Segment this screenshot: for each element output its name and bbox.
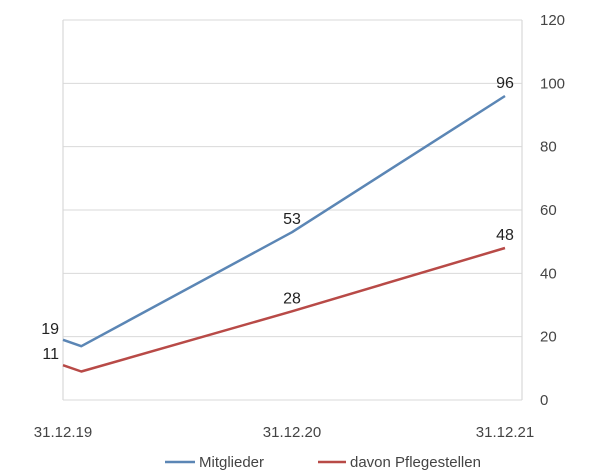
series-line-0: [62, 94, 506, 348]
data-label: 53: [283, 211, 301, 228]
data-label: 28: [283, 290, 301, 307]
series-line-1: [62, 246, 506, 373]
gridlines: [62, 19, 523, 401]
y-tick-label: 60: [540, 202, 557, 219]
x-tick-label: 31.12.19: [34, 424, 92, 441]
y-tick-label: 20: [540, 329, 557, 346]
legend: Mitglieder davon Pflegestellen: [165, 454, 481, 471]
y-tick-label: 40: [540, 265, 557, 282]
y-tick-label: 0: [540, 392, 548, 409]
data-label: 48: [496, 227, 514, 244]
data-label: 19: [41, 321, 59, 338]
data-label: 96: [496, 75, 514, 92]
y-tick-label: 100: [540, 75, 565, 92]
y-tick-label: 80: [540, 139, 557, 156]
data-labels: 19 53 96 11 28 48: [41, 75, 514, 363]
legend-label: davon Pflegestellen: [350, 454, 481, 471]
legend-label: Mitglieder: [199, 454, 264, 471]
series-lines: [62, 94, 506, 373]
y-tick-label: 120: [540, 12, 565, 29]
axes: 0 20 40 60 80 100 120 31.12.19 31.12.20 31.12.21: [34, 12, 565, 441]
x-tick-label: 31.12.20: [263, 424, 321, 441]
x-tick-label: 31.12.21: [476, 424, 534, 441]
data-label: 11: [42, 346, 59, 363]
